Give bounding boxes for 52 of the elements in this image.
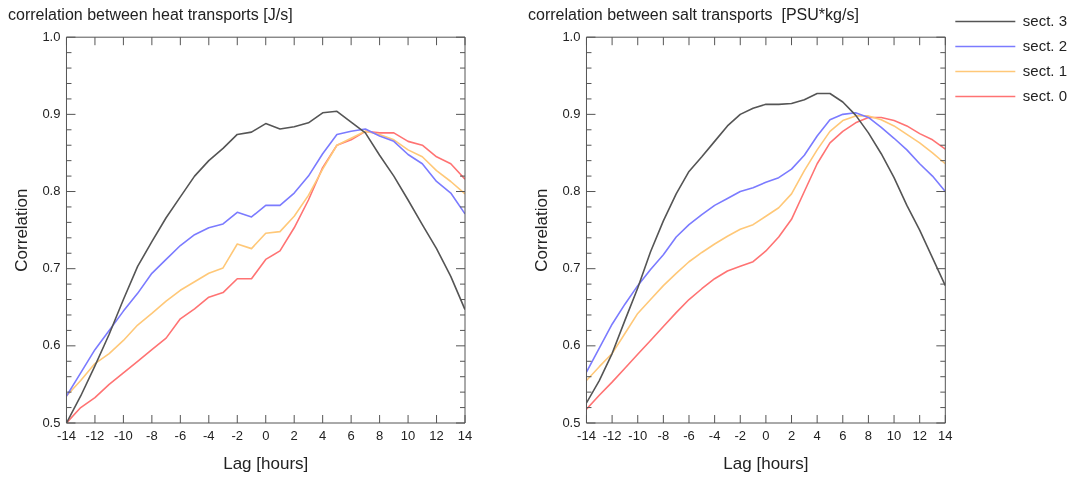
y-tick-label: 0.7 (562, 260, 581, 276)
legend-label: sect. 0 (1022, 86, 1067, 104)
y-tick-label: 0.8 (562, 183, 581, 199)
x-tick-label: 6 (347, 428, 355, 444)
x-tick-label: -12 (85, 428, 105, 444)
x-tick-label: 2 (290, 428, 298, 444)
y-tick-label: 0.7 (42, 260, 61, 276)
x-tick-label: -14 (57, 428, 76, 444)
x-tick-label: 12 (429, 428, 444, 444)
x-tick-label: -4 (708, 428, 721, 444)
x-tick-label: 2 (787, 428, 796, 444)
x-tick-label: 14 (938, 428, 953, 444)
y-axis-title: Correlation (531, 188, 551, 272)
y-tick-label: 0.9 (562, 105, 581, 121)
x-tick-label: 10 (400, 428, 416, 444)
y-tick-label: 0.8 (42, 183, 61, 199)
x-tick-label: 8 (375, 428, 384, 444)
x-tick-label: -6 (683, 428, 695, 444)
x-tick-label: -14 (577, 428, 596, 444)
x-tick-label: 14 (457, 428, 473, 444)
y-tick-label: 1.0 (562, 28, 581, 44)
chart-title: correlation between salt transports [PSU*kg/s] (528, 6, 859, 24)
x-tick-label: 0 (762, 428, 770, 444)
x-axis-title: Lag [hours] (223, 454, 309, 474)
x-tick-label: 6 (839, 428, 847, 444)
y-tick-label: 0.9 (42, 105, 61, 121)
legend-label: sect. 3 (1022, 11, 1067, 29)
x-tick-label: 4 (813, 428, 821, 444)
x-axis-title: Lag [hours] (723, 454, 809, 474)
chart-title: correlation between heat transports [J/s] (8, 6, 293, 24)
x-tick-label: -2 (734, 428, 747, 444)
x-tick-label: -8 (146, 428, 158, 444)
x-tick-label: -4 (203, 428, 215, 444)
x-tick-label: 4 (319, 428, 327, 444)
x-tick-label: -8 (657, 428, 670, 444)
y-tick-label: 0.6 (42, 337, 61, 353)
x-tick-label: 8 (864, 428, 873, 444)
x-tick-label: -10 (628, 428, 648, 444)
y-tick-label: 1.0 (42, 28, 61, 44)
y-tick-label: 0.5 (562, 414, 581, 430)
x-tick-label: -12 (602, 428, 622, 444)
y-tick-label: 0.5 (42, 414, 61, 430)
y-tick-label: 0.6 (562, 337, 581, 353)
x-tick-label: 10 (886, 428, 902, 444)
legend-label: sect. 1 (1022, 61, 1067, 79)
legend-label: sect. 2 (1022, 36, 1067, 54)
x-tick-label: 0 (262, 428, 270, 444)
y-axis-title: Correlation (11, 188, 31, 272)
x-tick-label: -2 (231, 428, 244, 444)
x-tick-label: -6 (174, 428, 187, 444)
x-tick-label: -10 (114, 428, 133, 444)
x-tick-label: 12 (912, 428, 927, 444)
